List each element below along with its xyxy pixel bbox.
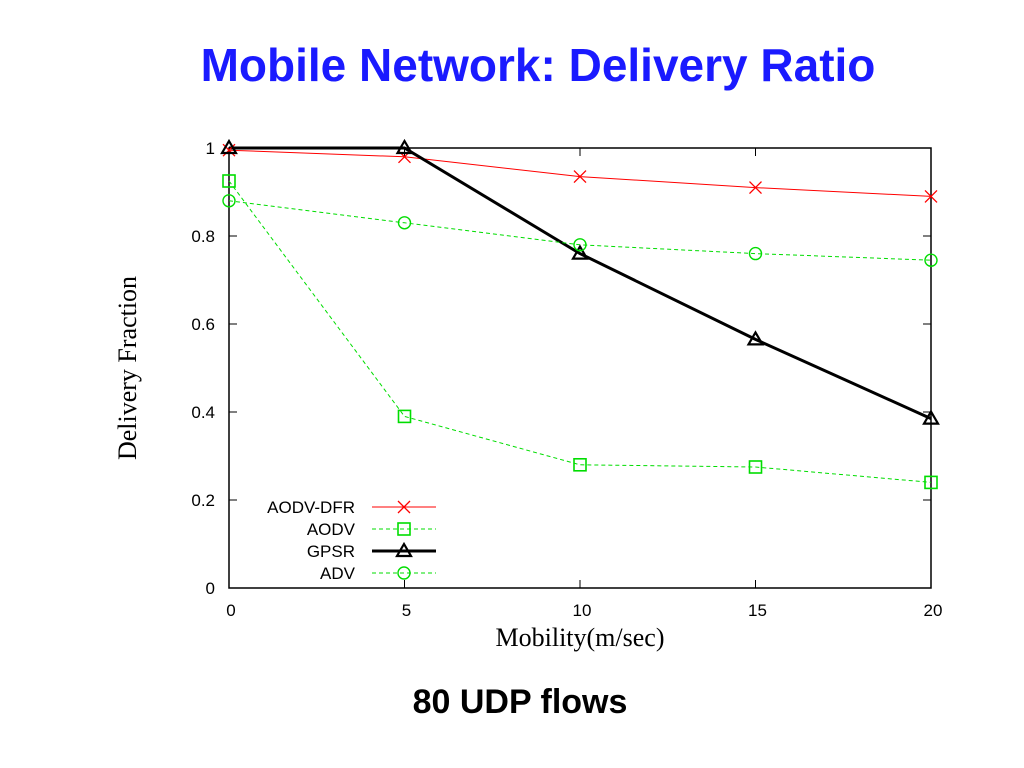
data-point-adv-2 — [573, 238, 587, 252]
y-tick-label-3: 0.6 — [191, 315, 215, 334]
x-tick-label-0: 0 — [226, 601, 235, 620]
data-point-aodv-4 — [924, 475, 938, 490]
data-point-aodv-1 — [397, 409, 412, 424]
data-point-gpsr-4 — [922, 409, 940, 425]
data-point-aodv-dfr-3 — [749, 181, 762, 195]
legend: AODV-DFR AODV GPSR ADV — [267, 498, 436, 583]
data-point-aodv-0 — [222, 174, 236, 188]
data-point-aodv-3 — [748, 460, 763, 474]
slide-title: Mobile Network: Delivery Ratio — [200, 39, 876, 91]
series-markers — [220, 138, 940, 490]
x-axis-title: Mobility(m/sec) — [496, 623, 665, 652]
y-tick-label-0: 0 — [206, 579, 215, 598]
y-tick-label-4: 0.8 — [191, 227, 215, 246]
data-point-aodv-2 — [573, 457, 587, 472]
legend-marker-aodv — [397, 522, 411, 536]
x-tick-label-3: 15 — [748, 601, 767, 620]
data-point-adv-0 — [222, 194, 236, 208]
legend-marker-gpsr — [395, 541, 413, 558]
legend-label-aodv: AODV — [307, 520, 356, 539]
chart-caption: 80 UDP flows — [412, 683, 628, 721]
y-tick-label-2: 0.4 — [191, 403, 215, 422]
data-point-aodv-dfr-4 — [924, 189, 938, 203]
series-line-aodv-dfr — [228, 149, 932, 197]
data-point-gpsr-0 — [220, 138, 238, 155]
legend-label-gpsr: GPSR — [307, 542, 355, 561]
y-axis-ticks: 0 0.2 0.4 0.6 0.8 1 — [191, 139, 931, 598]
data-point-gpsr-3 — [746, 330, 765, 346]
data-point-adv-1 — [397, 216, 412, 230]
x-tick-label-2: 10 — [573, 601, 592, 620]
series-lines — [228, 146, 932, 483]
y-axis-title: Delivery Fraction — [113, 276, 142, 460]
x-axis-ticks: 0 5 10 15 20 — [226, 148, 942, 620]
series-line-aodv — [228, 180, 932, 483]
data-point-adv-3 — [748, 246, 763, 261]
legend-label-aodv-dfr: AODV-DFR — [267, 498, 355, 517]
data-point-adv-4 — [924, 253, 938, 267]
x-tick-label-1: 5 — [402, 601, 411, 620]
legend-marker-aodv-dfr — [397, 500, 411, 514]
y-tick-label-5: 1 — [206, 139, 215, 158]
series-line-gpsr — [229, 146, 932, 420]
x-tick-label-4: 20 — [924, 601, 943, 620]
legend-label-adv: ADV — [320, 564, 356, 583]
y-tick-label-1: 0.2 — [191, 491, 215, 510]
legend-marker-adv — [397, 566, 411, 580]
data-point-gpsr-2 — [571, 244, 589, 260]
data-point-aodv-dfr-2 — [573, 170, 587, 184]
data-point-gpsr-1 — [395, 138, 414, 155]
